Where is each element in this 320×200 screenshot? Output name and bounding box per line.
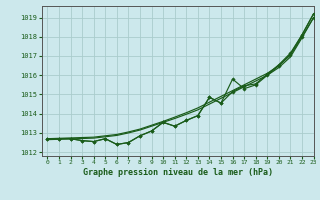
X-axis label: Graphe pression niveau de la mer (hPa): Graphe pression niveau de la mer (hPa) [83, 168, 273, 177]
